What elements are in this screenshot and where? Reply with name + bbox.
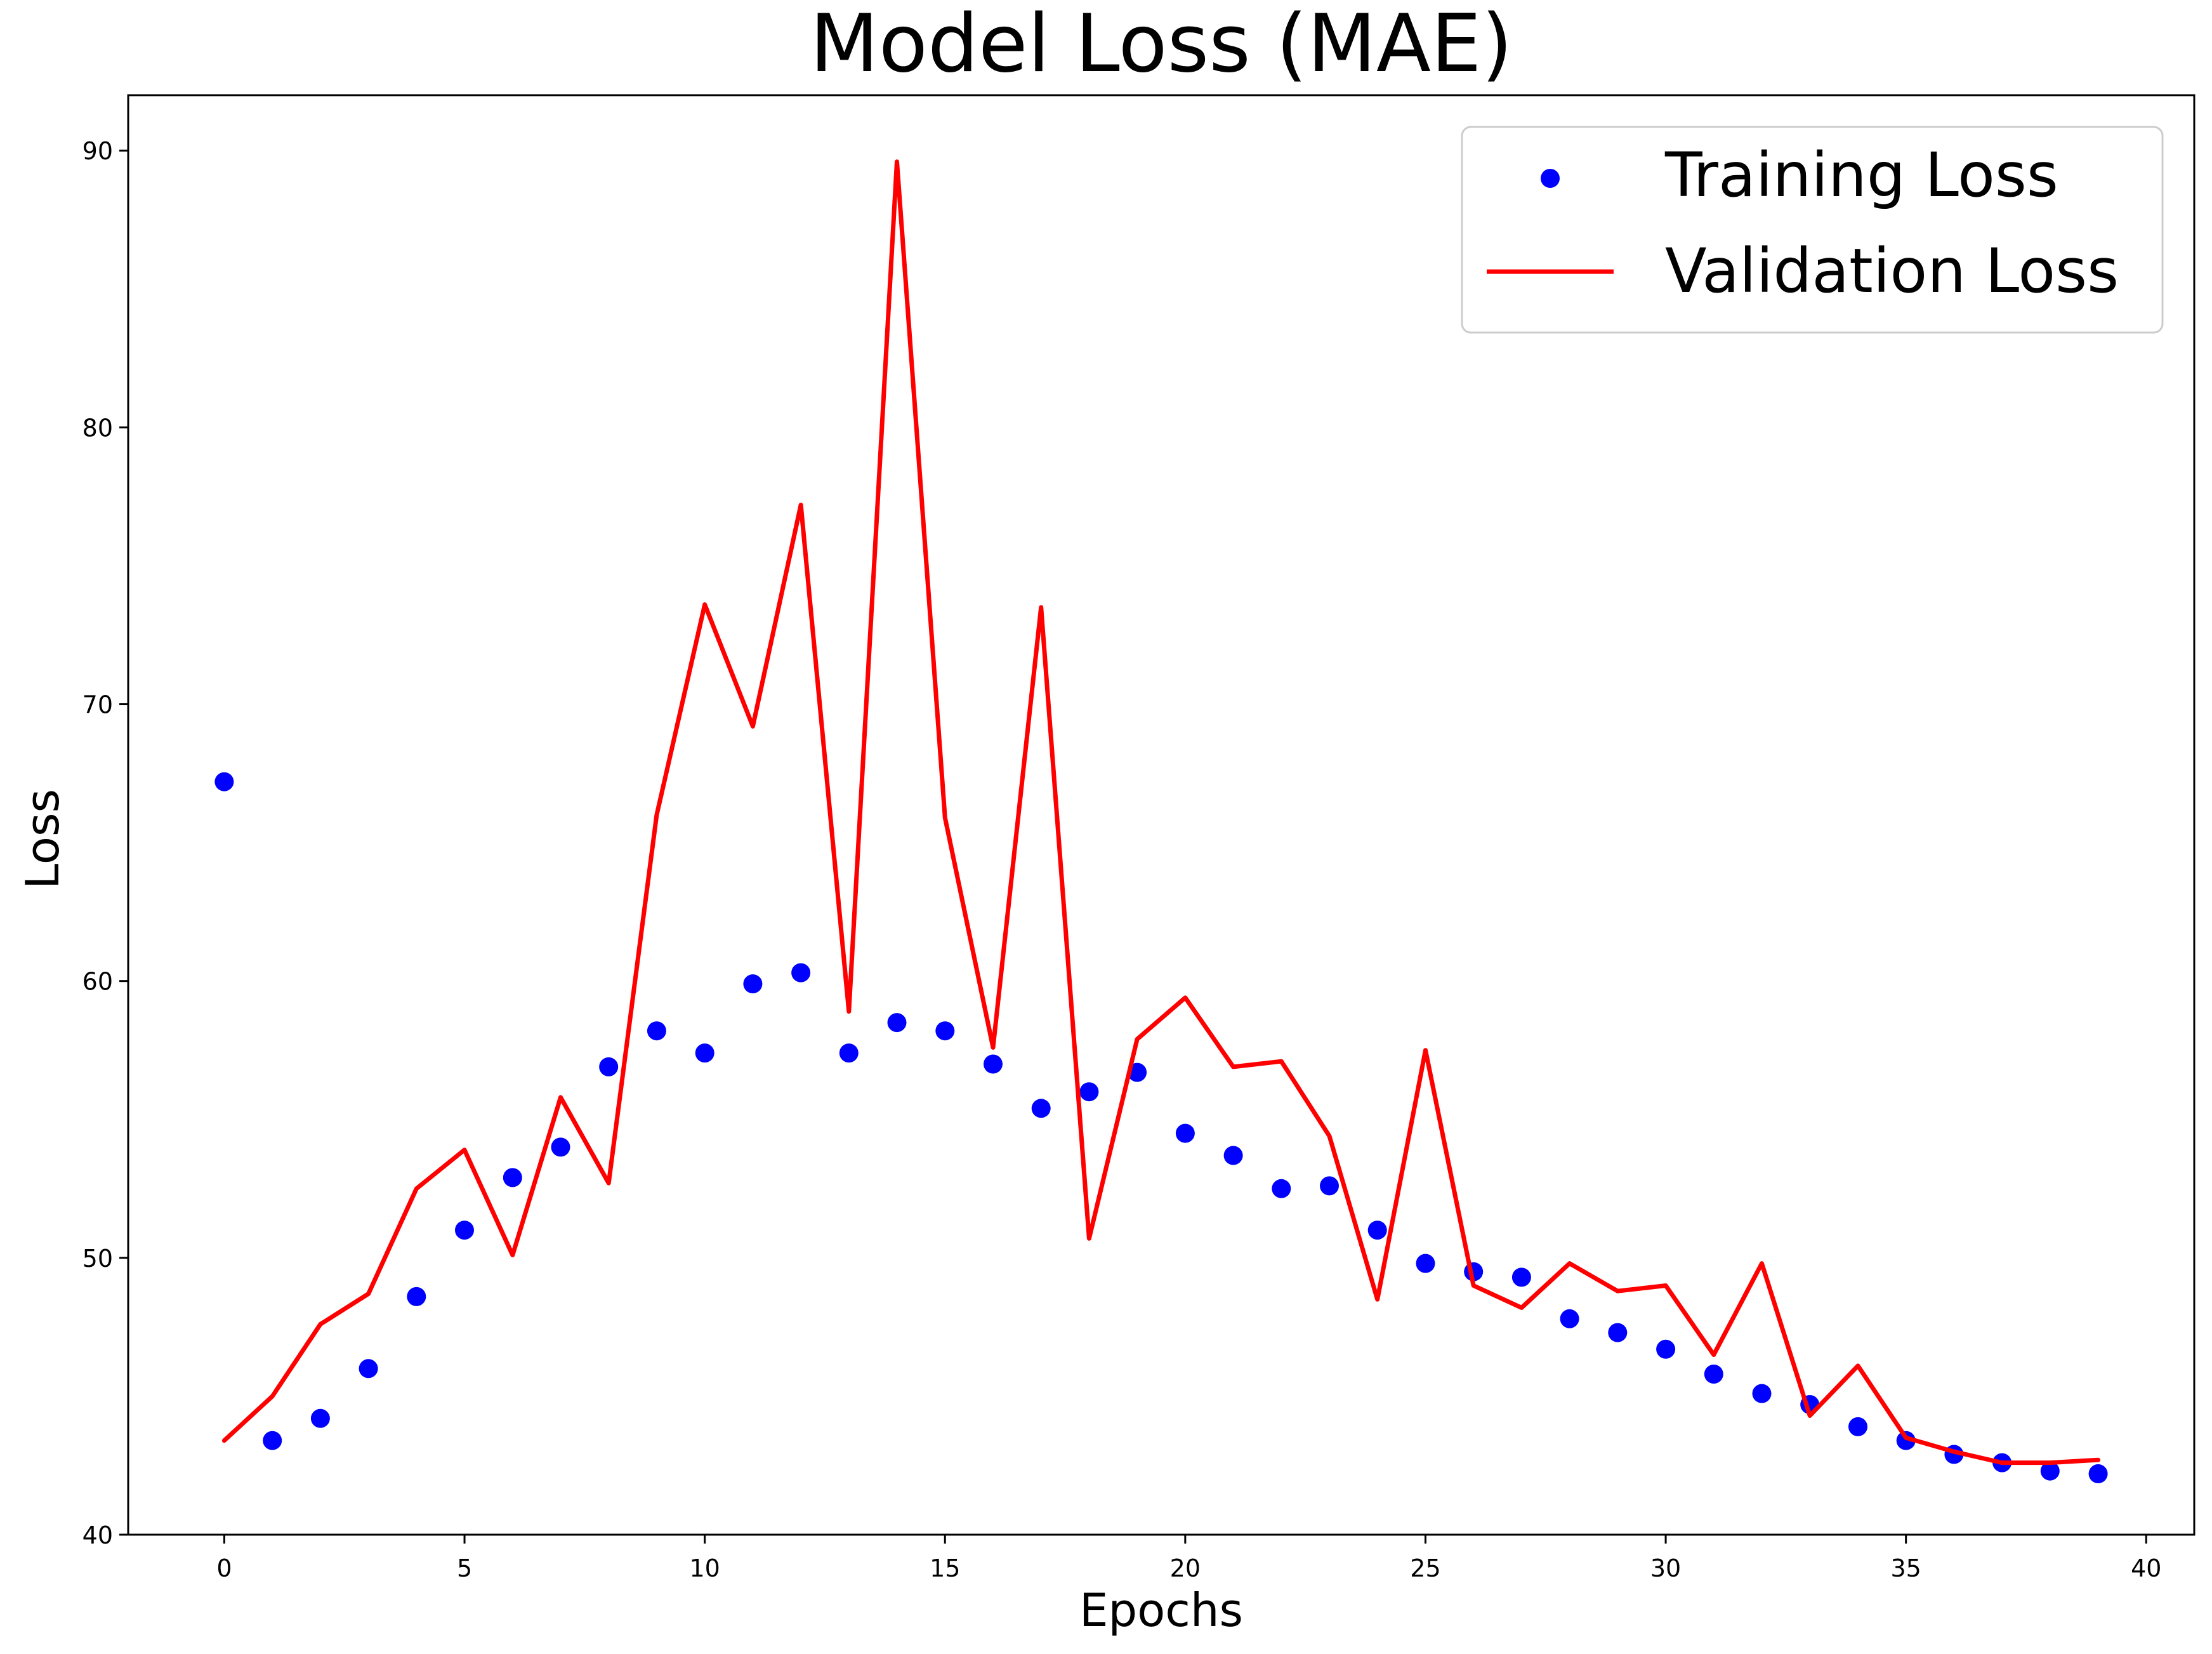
- training-loss-point: [1656, 1339, 1676, 1359]
- training-loss-point: [1175, 1123, 1195, 1143]
- training-loss-point: [2040, 1461, 2060, 1481]
- y-tick-label: 40: [82, 1521, 113, 1549]
- training-loss-point: [1079, 1082, 1099, 1102]
- training-loss-point: [1752, 1384, 1772, 1403]
- x-tick-label: 35: [1890, 1554, 1921, 1582]
- y-tick-label: 50: [82, 1245, 113, 1273]
- legend-label-training: Training Loss: [1664, 140, 2058, 211]
- axes: 0 5 10 15 20 25 30 35 40 40 50 60 70 80 90: [82, 94, 2196, 1582]
- training-loss-point: [1223, 1146, 1243, 1165]
- training-loss-point: [1272, 1179, 1291, 1198]
- x-tick-label: 40: [2131, 1554, 2161, 1582]
- training-loss-point: [647, 1021, 666, 1041]
- legend: Training Loss Validation Loss: [1461, 126, 2164, 334]
- y-tick-label: 60: [82, 968, 113, 996]
- y-axis-label: Loss: [16, 789, 69, 889]
- training-loss-point: [1416, 1254, 1435, 1273]
- training-loss-point: [1608, 1323, 1628, 1342]
- training-loss-point: [310, 1408, 330, 1428]
- x-tick-label: 5: [457, 1554, 472, 1582]
- legend-box: [1461, 126, 2164, 334]
- training-loss-point: [214, 772, 234, 791]
- y-tick-label: 80: [82, 414, 113, 442]
- y-tick-label: 90: [82, 137, 113, 165]
- training-loss-point: [887, 1013, 907, 1033]
- training-loss-point: [2088, 1464, 2108, 1483]
- axes-frame: [127, 94, 2196, 1536]
- x-tick-label: 10: [689, 1554, 720, 1582]
- training-loss-point: [359, 1359, 378, 1379]
- training-loss-point: [1367, 1221, 1387, 1240]
- plot-area: [214, 159, 2108, 1483]
- training-loss-point: [455, 1221, 474, 1240]
- training-loss-point: [1704, 1365, 1723, 1384]
- training-loss-point: [1031, 1099, 1051, 1118]
- training-loss-point: [839, 1043, 859, 1063]
- legend-marker-training: [1541, 169, 1560, 188]
- x-axis-label: Epochs: [1079, 1584, 1243, 1637]
- training-loss-point: [1560, 1309, 1579, 1328]
- legend-label-validation: Validation Loss: [1665, 235, 2119, 307]
- x-tick-label: 20: [1170, 1554, 1201, 1582]
- training-loss-point: [599, 1057, 619, 1076]
- training-loss-point: [1511, 1267, 1531, 1287]
- training-loss-point: [791, 963, 811, 982]
- x-tick-label: 15: [930, 1554, 960, 1582]
- training-loss-point: [984, 1054, 1003, 1074]
- training-loss-point: [1896, 1431, 1916, 1450]
- chart-title: Model Loss (MAE): [810, 0, 1513, 90]
- x-tick-label: 30: [1650, 1554, 1681, 1582]
- y-tick-label: 70: [82, 691, 113, 719]
- training-loss-point: [743, 974, 763, 994]
- training-loss-point: [263, 1431, 282, 1450]
- training-loss-point: [695, 1043, 714, 1063]
- validation-loss-line: [221, 159, 2101, 1465]
- x-tick-label: 25: [1410, 1554, 1440, 1582]
- training-loss-point: [935, 1021, 955, 1041]
- training-loss-point: [551, 1137, 570, 1157]
- training-loss-point: [503, 1168, 522, 1188]
- training-loss-point: [407, 1287, 426, 1306]
- training-loss-point: [1320, 1176, 1339, 1196]
- x-tick-label: 0: [216, 1554, 232, 1582]
- training-loss-point: [1848, 1417, 1867, 1436]
